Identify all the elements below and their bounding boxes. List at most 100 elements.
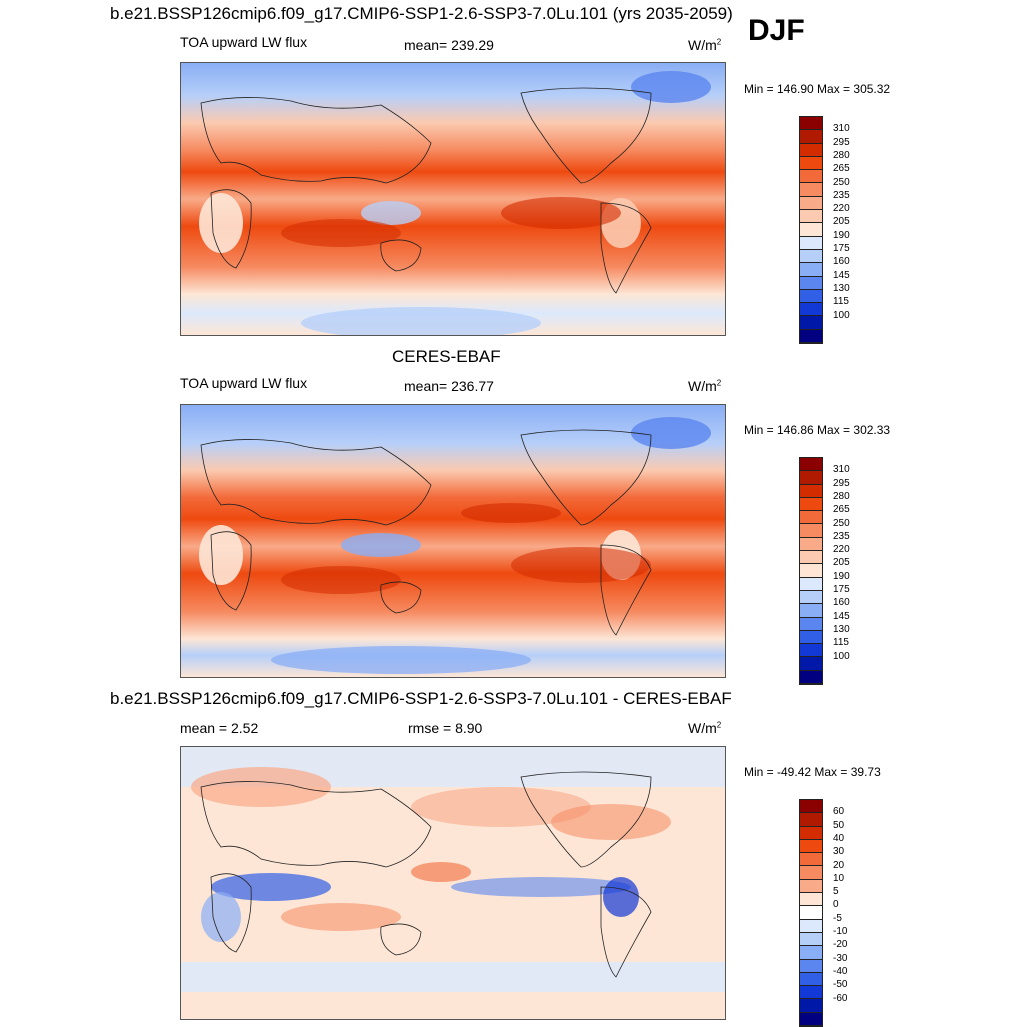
colorbar-tick-label: 250: [833, 517, 850, 529]
colorbar-cell: [800, 223, 822, 237]
colorbar-tick-label: -60: [833, 992, 848, 1004]
colorbar-cell: [800, 959, 822, 973]
colorbar-cell: [800, 458, 822, 472]
colorbar-cell: [800, 196, 822, 211]
panel2-variable-label: TOA upward LW flux: [180, 375, 308, 391]
colorbar-cell: [800, 657, 822, 671]
panel2-mean-label: mean= 236.77: [404, 378, 494, 394]
colorbar-tick-label: 0: [833, 899, 839, 911]
colorbar-cell: [800, 800, 822, 814]
panel1-colorbar: [799, 116, 823, 345]
colorbar-cell: [800, 577, 822, 591]
figure-title: b.e21.BSSP126cmip6.f09_g17.CMIP6-SSP1-2.…: [110, 4, 733, 23]
panel1-map: [180, 62, 726, 336]
colorbar-cell: [800, 617, 822, 631]
panel2-units: W/m2: [688, 378, 722, 394]
colorbar-tick-label: 115: [833, 637, 849, 649]
colorbar-cell: [800, 604, 822, 618]
colorbar-tick-label: -40: [833, 965, 848, 977]
colorbar-cell: [800, 236, 822, 250]
colorbar-tick-label: 130: [833, 282, 850, 294]
colorbar-cell: [800, 170, 822, 184]
colorbar-tick-label: 5: [833, 886, 839, 898]
colorbar-tick-label: -30: [833, 952, 848, 964]
colorbar-tick-label: 310: [833, 464, 850, 476]
colorbar-cell: [800, 183, 822, 197]
panel1-mean-label: mean= 239.29: [404, 37, 494, 53]
colorbar-tick-label: 280: [833, 149, 850, 161]
panel2-minmax: Min = 146.86 Max = 302.33: [744, 423, 891, 437]
colorbar-tick-label: 115: [833, 296, 849, 308]
colorbar-cell: [800, 564, 822, 578]
panel2-map: [180, 404, 726, 678]
colorbar-cell: [800, 130, 822, 144]
panel1-units: W/m2: [688, 37, 722, 53]
colorbar-cell: [800, 932, 822, 947]
colorbar-cell: [800, 484, 822, 498]
colorbar-cell: [800, 497, 822, 512]
colorbar-tick-label: 30: [833, 846, 845, 858]
colorbar-tick-label: 265: [833, 163, 850, 175]
colorbar-cell: [800, 249, 822, 264]
colorbar-tick-label: 100: [833, 309, 850, 321]
colorbar-tick-label: 10: [833, 872, 845, 884]
colorbar-tick-label: 175: [833, 584, 850, 595]
season-label: DJF: [748, 14, 805, 47]
colorbar-tick-label: 40: [833, 832, 845, 844]
colorbar-cell: [800, 1012, 822, 1027]
colorbar-cell: [800, 524, 822, 538]
colorbar-cell: [800, 537, 822, 552]
panel3-minmax: Min = -49.42 Max = 39.73: [744, 765, 881, 779]
colorbar-cell: [800, 117, 822, 131]
colorbar-cell: [800, 210, 822, 224]
colorbar-tick-label: 160: [833, 597, 850, 609]
panel3-map: [180, 746, 726, 1020]
colorbar-tick-label: -20: [833, 939, 848, 951]
colorbar-cell: [800, 919, 822, 933]
colorbar-cell: [800, 471, 822, 485]
colorbar-cell: [800, 906, 822, 920]
colorbar-cell: [800, 644, 822, 658]
panel1-variable-label: TOA upward LW flux: [180, 34, 308, 50]
colorbar-tick-label: 280: [833, 490, 850, 502]
panel1-minmax: Min = 146.90 Max = 305.32: [744, 82, 891, 96]
colorbar-cell: [800, 630, 822, 645]
panel3-units: W/m2: [688, 720, 722, 736]
colorbar-cell: [800, 329, 822, 344]
colorbar-cell: [800, 156, 822, 171]
colorbar-cell: [800, 316, 822, 330]
panel3-rmse-label: rmse = 8.90: [408, 720, 483, 736]
colorbar-cell: [800, 511, 822, 525]
colorbar-cell: [800, 551, 822, 565]
colorbar-tick-label: 235: [833, 530, 850, 542]
colorbar-tick-label: 190: [833, 229, 850, 241]
colorbar-tick-label: 50: [833, 819, 845, 831]
colorbar-tick-label: 220: [833, 203, 850, 215]
colorbar-cell: [800, 839, 822, 854]
colorbar-cell: [800, 853, 822, 867]
colorbar-tick-label: 310: [833, 123, 850, 135]
colorbar-cell: [800, 999, 822, 1013]
colorbar-cell: [800, 813, 822, 827]
colorbar-tick-label: -10: [833, 926, 848, 937]
colorbar-tick-label: 190: [833, 570, 850, 582]
colorbar-cell: [800, 263, 822, 277]
colorbar-tick-label: 235: [833, 189, 850, 201]
colorbar-tick-label: 145: [833, 610, 850, 622]
colorbar-cell: [800, 276, 822, 290]
colorbar-tick-label: 205: [833, 557, 850, 569]
colorbar-tick-label: -5: [833, 912, 842, 924]
colorbar-cell: [800, 670, 822, 685]
colorbar-tick-label: 295: [833, 477, 850, 489]
colorbar-tick-label: 130: [833, 623, 850, 635]
colorbar-cell: [800, 879, 822, 894]
colorbar-tick-label: 160: [833, 256, 850, 268]
colorbar-tick-label: 60: [833, 806, 845, 818]
colorbar-tick-label: 220: [833, 544, 850, 556]
colorbar-cell: [800, 826, 822, 840]
colorbar-cell: [800, 289, 822, 304]
colorbar-tick-label: -50: [833, 979, 848, 991]
colorbar-cell: [800, 143, 822, 157]
colorbar-tick-label: 175: [833, 243, 850, 254]
panel3-colorbar: [799, 799, 823, 1027]
